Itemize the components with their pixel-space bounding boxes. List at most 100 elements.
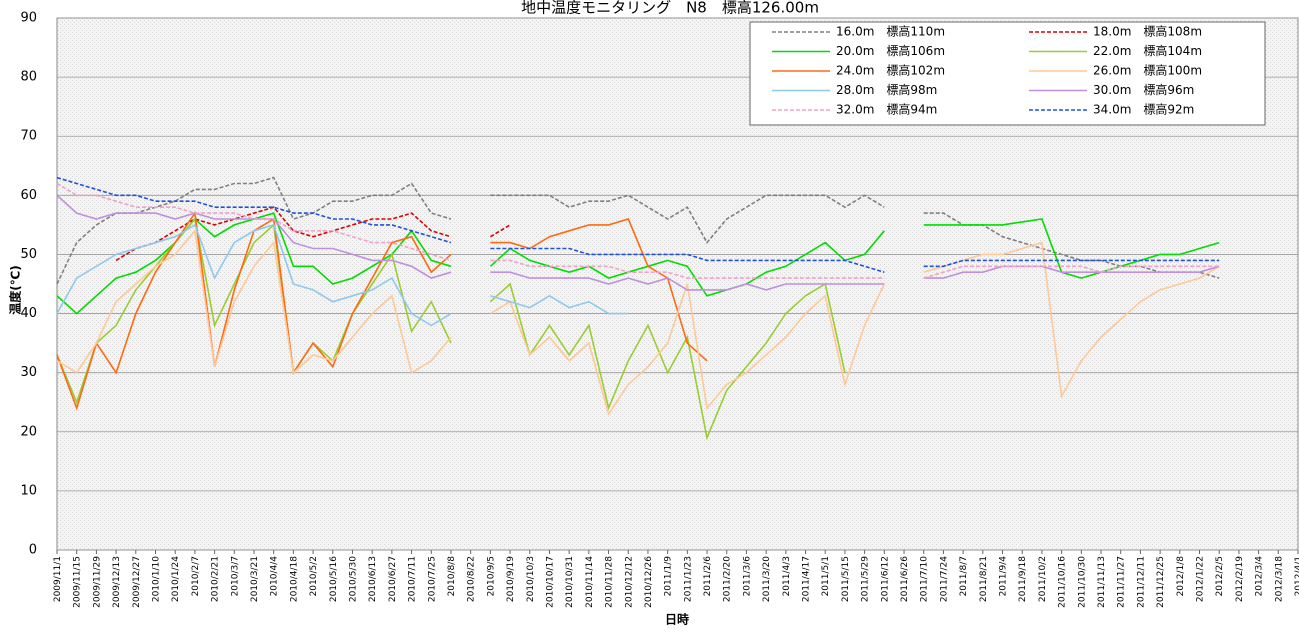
x-tick-label: 2009/11/15 <box>73 556 83 608</box>
x-tick-label: 2010/4/18 <box>289 556 299 602</box>
x-tick-label: 2010/8/8 <box>447 556 457 597</box>
x-tick-label: 2010/4/4 <box>270 556 280 597</box>
x-tick-label: 2010/10/31 <box>565 556 575 608</box>
x-tick-label: 2010/5/2 <box>309 556 319 596</box>
x-tick-label: 2010/3/21 <box>250 556 260 602</box>
x-tick-label: 2010/6/13 <box>368 556 378 602</box>
y-tick-label: 90 <box>20 11 37 26</box>
x-tick-label: 2011/5/15 <box>841 556 851 602</box>
x-tick-label: 2010/10/3 <box>526 556 536 602</box>
x-axis-label: 日時 <box>665 612 689 627</box>
legend-label: 26.0m 標高100m <box>1093 63 1202 78</box>
x-tick-label: 2010/1/24 <box>171 556 181 602</box>
y-tick-label: 70 <box>20 129 37 144</box>
series-line <box>56 217 846 441</box>
x-tick-label: 2010/5/30 <box>348 556 358 602</box>
x-tick-label: 2010/12/12 <box>624 556 634 608</box>
x-tick-label: 2011/3/6 <box>742 556 752 597</box>
x-tick-label: 2009/11/29 <box>92 556 102 608</box>
x-tick-label: 2011/2/6 <box>703 556 713 597</box>
chart-title: 地中温度モニタリング N8 標高126.00m <box>521 0 819 17</box>
x-tick-label: 2011/1/9 <box>664 556 674 597</box>
legend-label: 32.0m 標高94m <box>836 102 937 117</box>
x-tick-label: 2010/9/19 <box>506 556 516 602</box>
x-tick-label: 2009/12/13 <box>112 556 122 608</box>
x-tick-label: 2011/5/29 <box>861 556 871 602</box>
legend-label: 16.0m 標高110m <box>836 24 945 39</box>
y-tick-label: 50 <box>20 247 37 262</box>
series-line <box>56 176 1220 273</box>
x-tick-label: 2011/9/4 <box>999 556 1009 597</box>
x-tick-label: 2011/1/23 <box>683 556 693 602</box>
legend-label: 20.0m 標高106m <box>836 43 945 58</box>
y-tick-label: 10 <box>20 483 37 498</box>
x-tick-label: 2011/10/16 <box>1058 556 1068 608</box>
x-tick-label: 2010/7/25 <box>427 556 437 602</box>
series-line <box>56 182 1220 279</box>
x-tick-label: 2010/1/10 <box>151 556 161 602</box>
x-tick-label: 2009/11/1 <box>53 556 63 602</box>
x-tick-label: 2012/2/19 <box>1235 556 1245 602</box>
x-tick-label: 2009/12/27 <box>132 556 142 608</box>
x-tick-label: 2011/11/13 <box>1097 556 1107 608</box>
x-tick-label: 2010/2/7 <box>191 556 201 596</box>
x-tick-label: 2011/7/10 <box>920 556 930 602</box>
x-tick-label: 2012/1/8 <box>1176 556 1186 597</box>
x-tick-label: 2011/2/20 <box>723 556 733 602</box>
y-tick-label: 20 <box>20 424 37 439</box>
series-line <box>115 206 511 262</box>
legend: 16.0m 標高110m 18.0m 標高108m 20.0m 標高106m 22.0… <box>749 21 1266 126</box>
x-tick-label: 2011/8/7 <box>959 556 969 596</box>
y-tick-label: 80 <box>20 70 37 85</box>
x-tick-label: 2010/3/7 <box>230 556 240 596</box>
x-tick-label: 2010/11/28 <box>605 556 615 608</box>
legend-label: 24.0m 標高102m <box>836 63 945 78</box>
x-tick-label: 2011/7/24 <box>939 556 949 602</box>
x-tick-label: 2012/2/5 <box>1215 556 1225 596</box>
series-line <box>56 228 1220 416</box>
legend-label: 18.0m 標高108m <box>1093 24 1202 39</box>
legend-box <box>749 21 1266 126</box>
x-tick-label: 2010/11/14 <box>585 556 595 608</box>
x-tick-label: 2011/11/27 <box>1117 556 1127 608</box>
series-line <box>56 176 1220 285</box>
x-tick-label: 2011/9/18 <box>1018 556 1028 602</box>
x-tick-label: 2011/12/25 <box>1156 556 1166 608</box>
grid: 0 10 20 30 40 50 60 70 80 90 2009/11/1 2009/11/15 20… <box>20 11 1299 608</box>
series-line <box>56 223 629 327</box>
legend-label: 28.0m 標高98m <box>836 82 937 97</box>
x-tick-label: 2011/8/21 <box>979 556 989 602</box>
x-tick-label: 2011/4/3 <box>782 556 792 596</box>
y-tick-label: 60 <box>20 188 37 203</box>
x-tick-label: 2010/2/21 <box>211 556 221 602</box>
x-tick-label: 2011/12/11 <box>1136 556 1146 608</box>
x-tick-label: 2010/12/26 <box>644 556 654 608</box>
legend-label: 34.0m 標高92m <box>1093 102 1194 117</box>
x-tick-label: 2012/3/4 <box>1255 556 1265 597</box>
x-tick-label: 2010/6/27 <box>388 556 398 602</box>
x-tick-label: 2011/6/12 <box>880 556 890 602</box>
x-tick-label: 2011/4/17 <box>802 556 812 602</box>
legend-label: 22.0m 標高104m <box>1093 43 1202 58</box>
series-lines <box>56 176 1220 441</box>
x-tick-label: 2010/8/22 <box>467 556 477 602</box>
x-tick-label: 2012/1/22 <box>1196 556 1206 602</box>
x-tick-label: 2010/9/5 <box>486 556 496 596</box>
x-tick-label: 2011/6/26 <box>900 556 910 602</box>
x-tick-label: 2011/10/30 <box>1077 556 1087 608</box>
legend-label: 30.0m 標高96m <box>1093 82 1194 97</box>
x-tick-label: 2010/10/17 <box>545 556 555 608</box>
x-tick-label: 2011/10/2 <box>1038 556 1048 602</box>
x-tick-label: 2010/7/11 <box>408 556 418 602</box>
y-tick-label: 30 <box>20 365 37 380</box>
y-axis-label: 温度(℃) <box>8 265 23 315</box>
y-tick-label: 0 <box>29 543 37 558</box>
series-line <box>56 194 1220 291</box>
x-tick-label: 2011/3/20 <box>762 556 772 602</box>
x-tick-label: 2011/5/1 <box>821 556 831 596</box>
y-tick-label: 40 <box>20 306 37 321</box>
x-tick-label: 2010/5/16 <box>329 556 339 602</box>
x-tick-label: 2012/3/18 <box>1274 556 1284 602</box>
x-tick-label: 2012/4/1 <box>1294 556 1299 596</box>
